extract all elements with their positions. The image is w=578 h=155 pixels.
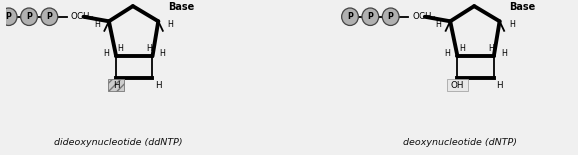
Text: OCH$_2$: OCH$_2$	[412, 10, 436, 23]
Circle shape	[342, 8, 358, 25]
Text: H: H	[117, 44, 124, 53]
Text: H: H	[509, 20, 515, 29]
Text: OCH$_2$: OCH$_2$	[71, 10, 95, 23]
Text: P: P	[388, 12, 394, 21]
Text: H: H	[488, 44, 494, 53]
Circle shape	[382, 8, 399, 25]
Circle shape	[362, 8, 379, 25]
Circle shape	[41, 8, 58, 25]
Text: H: H	[444, 49, 450, 58]
Text: P: P	[368, 12, 373, 21]
Circle shape	[1, 8, 17, 25]
Text: H: H	[113, 81, 120, 90]
Bar	[108, 79, 124, 91]
Bar	[447, 79, 468, 91]
Circle shape	[21, 8, 38, 25]
Text: H: H	[501, 49, 507, 58]
Text: H: H	[459, 44, 465, 53]
Text: H: H	[103, 49, 109, 58]
Text: H: H	[168, 20, 173, 29]
Text: P: P	[6, 12, 12, 21]
Text: P: P	[26, 12, 32, 21]
Text: H: H	[436, 20, 442, 29]
Text: H: H	[155, 81, 161, 90]
Text: P: P	[347, 12, 353, 21]
Text: P: P	[46, 12, 52, 21]
Text: H: H	[94, 20, 100, 29]
Text: H: H	[496, 81, 503, 90]
Text: Base: Base	[168, 2, 194, 12]
Text: H: H	[160, 49, 165, 58]
Text: H: H	[147, 44, 153, 53]
Text: OH: OH	[451, 81, 464, 90]
Text: Base: Base	[509, 2, 535, 12]
Text: dideoxynucleotide (ddNTP): dideoxynucleotide (ddNTP)	[54, 138, 183, 147]
Text: deoxynucleotide (dNTP): deoxynucleotide (dNTP)	[403, 138, 517, 147]
